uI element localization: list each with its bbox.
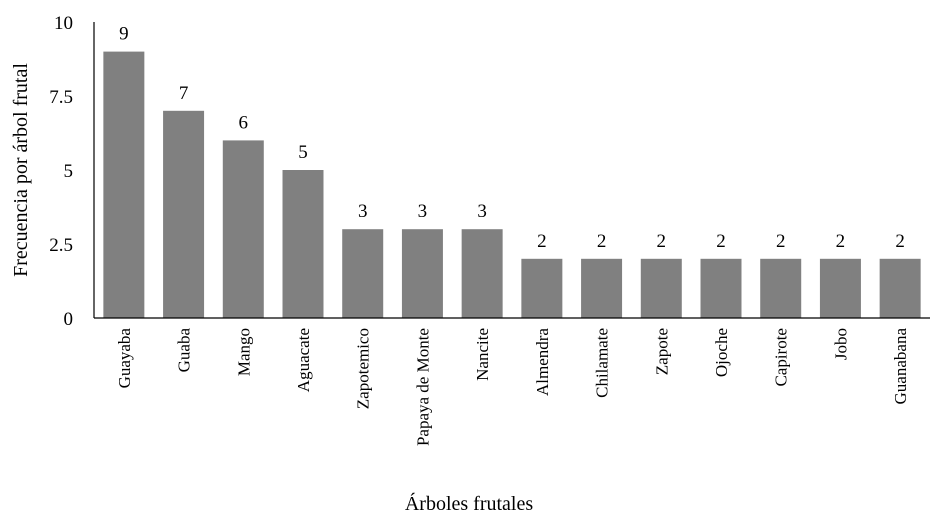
x-tick-label: Capirote xyxy=(772,328,791,387)
y-tick-label: 10 xyxy=(54,13,73,34)
x-tick-label: Mango xyxy=(234,328,253,376)
bar xyxy=(342,229,384,318)
bar xyxy=(103,51,145,318)
bar xyxy=(163,110,205,318)
bar xyxy=(401,229,443,318)
bar xyxy=(760,258,802,318)
data-label: 3 xyxy=(418,201,428,222)
data-label: 2 xyxy=(597,231,607,252)
bar xyxy=(282,170,324,318)
x-tick-label: Chilamate xyxy=(593,328,612,398)
bar xyxy=(819,258,861,318)
bar xyxy=(879,258,921,318)
data-label: 5 xyxy=(298,142,308,163)
data-labels: 9 7 6 5 3 3 3 2 2 2 2 2 2 2 xyxy=(119,24,905,252)
y-tick-label: 7.5 xyxy=(49,87,73,108)
data-label: 9 xyxy=(119,24,129,45)
y-tick-label: 5 xyxy=(64,161,74,182)
x-tick-label: Almendra xyxy=(533,328,552,396)
x-tick-label: Nancite xyxy=(473,328,492,381)
data-label: 7 xyxy=(179,83,189,104)
data-label: 2 xyxy=(657,231,667,252)
data-label: 6 xyxy=(239,112,249,133)
y-axis-title: Frecuencia por árbol frutal xyxy=(10,63,32,277)
bar xyxy=(521,258,563,318)
x-axis-title: Árboles frutales xyxy=(405,492,534,515)
x-tick-label: Ojoche xyxy=(712,328,731,377)
x-tick-label: Zapote xyxy=(652,328,671,375)
data-label: 2 xyxy=(716,231,726,252)
x-tick-label: Papaya de Monte xyxy=(413,328,432,446)
data-label: 2 xyxy=(836,231,846,252)
category-labels: Guayaba Guaba Mango Aguacate Zapotemico Papay… xyxy=(115,328,910,446)
x-tick-label: Guanabana xyxy=(891,328,910,405)
data-label: 3 xyxy=(477,201,487,222)
y-axis-ticks: 0 2.5 5 7.5 10 xyxy=(49,13,73,330)
x-tick-label: Guayaba xyxy=(115,328,134,389)
x-tick-label: Guaba xyxy=(175,328,194,373)
bar xyxy=(640,258,682,318)
x-tick-label: Zapotemico xyxy=(354,328,373,409)
y-tick-label: 2.5 xyxy=(49,235,73,256)
bar xyxy=(222,140,264,318)
x-tick-label: Aguacate xyxy=(294,328,313,392)
data-label: 2 xyxy=(776,231,786,252)
bars xyxy=(103,51,921,318)
data-label: 3 xyxy=(358,201,368,222)
bar xyxy=(461,229,503,318)
bar xyxy=(581,258,623,318)
bar xyxy=(700,258,742,318)
data-label: 2 xyxy=(537,231,547,252)
y-tick-label: 0 xyxy=(64,309,74,330)
data-label: 2 xyxy=(895,231,905,252)
x-tick-label: Jobo xyxy=(831,328,850,360)
